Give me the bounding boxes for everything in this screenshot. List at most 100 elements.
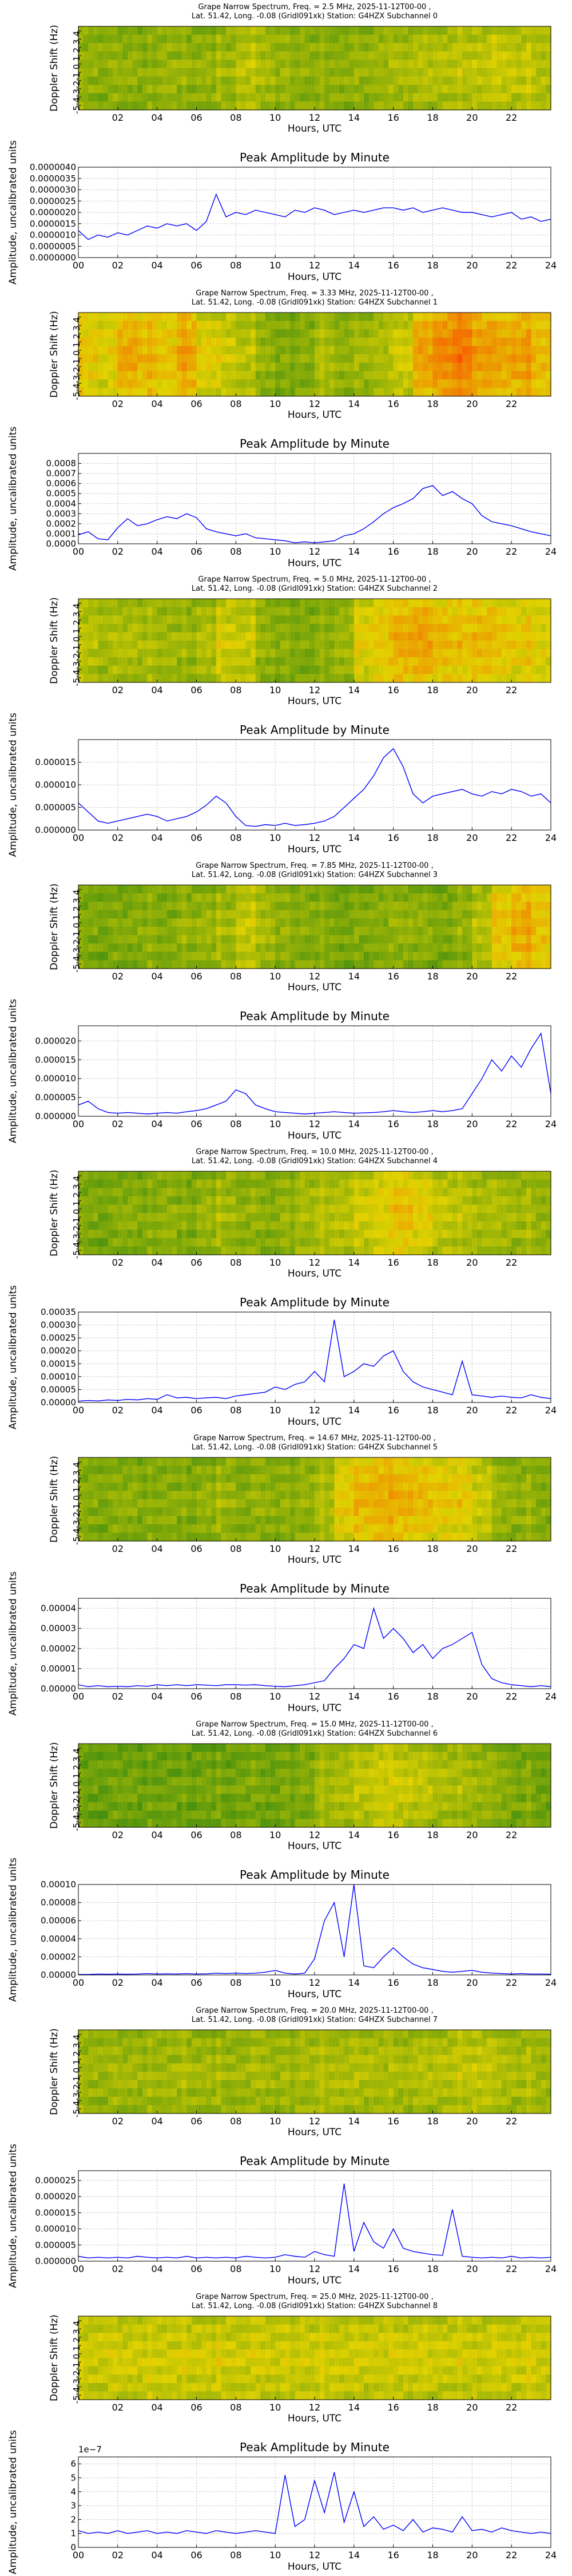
hour-tick-label: 06 (190, 1119, 202, 1129)
hour-tick-label: 10 (269, 971, 281, 982)
hour-tick-label: 02 (112, 546, 124, 557)
spectrogram-panel-1: Grape Narrow Spectrum, Freq. = 3.33 MHz,… (49, 289, 551, 421)
doppler-tick-label: 0 (72, 637, 82, 642)
amplitude-y-label: Amplitude, uncalibrated units (7, 999, 19, 1143)
spectrogram-title: Grape Narrow Spectrum, Freq. = 5.0 MHz, … (198, 575, 431, 584)
hour-tick-label: 20 (466, 260, 478, 271)
amplitude-title: Peak Amplitude by Minute (240, 437, 390, 451)
amplitude-y-tick-label: 0.0000005 (30, 241, 76, 251)
doppler-tick-label: -1 (72, 931, 82, 939)
hour-tick-label: 06 (190, 685, 202, 696)
hour-tick-label: 10 (269, 112, 281, 123)
amplitude-panel-2: Peak Amplitude by Minute0.0000000.000005… (7, 713, 557, 857)
hour-tick-label: 16 (387, 685, 399, 696)
hour-tick-label: 08 (230, 971, 241, 982)
hour-tick-label: 20 (466, 685, 478, 696)
hour-tick-label: 16 (387, 1119, 399, 1129)
hour-tick-label: 08 (230, 260, 241, 271)
hour-tick-label: 16 (387, 971, 399, 982)
spectrogram-x-label: Hours, UTC (288, 982, 341, 993)
doppler-tick-label: -3 (72, 375, 82, 384)
hour-tick-label: 02 (112, 685, 124, 696)
hour-tick-label: 06 (190, 832, 202, 843)
spectrogram-subtitle: Lat. 51.42, Long. -0.08 (Gridl091xk) Sta… (192, 298, 438, 307)
amplitude-y-tick-label: 0.0001 (46, 528, 77, 539)
spectrogram-texture (78, 26, 551, 110)
amplitude-y-label: Amplitude, uncalibrated units (7, 713, 19, 857)
doppler-tick-label: -2 (72, 367, 82, 376)
hour-tick-label: 12 (309, 685, 320, 696)
hour-tick-label: 10 (269, 832, 281, 843)
hour-tick-label: 10 (269, 398, 281, 409)
doppler-tick-label: -5 (72, 678, 82, 686)
doppler-tick-label: -1 (72, 72, 82, 81)
hour-tick-label: 20 (466, 546, 478, 557)
hour-tick-label: 18 (427, 546, 438, 557)
amplitude-y-tick-label: 0.0000010 (30, 230, 76, 240)
spectrogram-y-label: Doppler Shift (Hz) (49, 597, 60, 684)
hour-tick-label: 06 (190, 546, 202, 557)
spectrogram-subtitle: Lat. 51.42, Long. -0.08 (Gridl091xk) Sta… (192, 584, 438, 593)
spectrogram-panel-3: Grape Narrow Spectrum, Freq. = 7.85 MHz,… (49, 862, 551, 993)
hour-tick-label: 06 (190, 112, 202, 123)
hour-tick-label: 18 (427, 1119, 438, 1129)
hour-tick-label: 08 (230, 112, 241, 123)
doppler-tick-label: 1 (72, 914, 82, 920)
amplitude-y-tick-label: 0.0000040 (30, 162, 76, 172)
amplitude-y-tick-label: 0.0000020 (30, 207, 76, 218)
hour-tick-label: 14 (348, 832, 360, 843)
amplitude-frame (78, 1025, 551, 1117)
hour-tick-label: 00 (73, 546, 84, 557)
amplitude-y-tick-label: 0.000000 (35, 1111, 76, 1121)
doppler-tick-label: 0 (72, 923, 82, 929)
hour-tick-label: 18 (427, 685, 438, 696)
hour-tick-label: 20 (466, 971, 478, 982)
hour-tick-label: 16 (387, 832, 399, 843)
doppler-tick-label: -2 (72, 653, 82, 662)
amplitude-y-tick-label: 0.000015 (35, 1054, 76, 1065)
spectrogram-panel-0: Grape Narrow Spectrum, Freq. = 2.5 MHz, … (49, 3, 551, 135)
amplitude-y-tick-label: 0.000010 (35, 780, 76, 790)
hour-tick-label: 12 (309, 112, 320, 123)
hour-tick-label: 12 (309, 546, 320, 557)
hour-tick-label: 12 (309, 832, 320, 843)
doppler-tick-label: 2 (72, 620, 82, 626)
hour-tick-label: 08 (230, 1119, 241, 1129)
spectrogram-title: Grape Narrow Spectrum, Freq. = 3.33 MHz,… (196, 289, 433, 298)
hour-tick-label: 22 (506, 832, 517, 843)
spectrogram-title: Grape Narrow Spectrum, Freq. = 7.85 MHz,… (196, 862, 433, 870)
amplitude-title: Peak Amplitude by Minute (240, 723, 390, 737)
amplitude-y-tick-label: 0.0000030 (30, 185, 76, 195)
doppler-tick-label: 3 (72, 39, 82, 45)
doppler-tick-label: 0 (72, 350, 82, 356)
amplitude-frame (78, 453, 551, 544)
hour-tick-label: 04 (151, 260, 162, 271)
hour-tick-label: 04 (151, 546, 162, 557)
doppler-tick-label: 2 (72, 906, 82, 912)
hour-tick-label: 08 (230, 832, 241, 843)
amplitude-series-line (78, 193, 551, 240)
hour-tick-label: 06 (190, 971, 202, 982)
hour-tick-label: 20 (466, 398, 478, 409)
doppler-tick-label: 2 (72, 48, 82, 53)
amplitude-y-label: Amplitude, uncalibrated units (7, 426, 19, 571)
amplitude-panel-3: Peak Amplitude by Minute0.0000000.000005… (7, 999, 557, 1143)
hour-tick-label: 18 (427, 398, 438, 409)
amplitude-y-tick-label: 0.000010 (35, 1073, 76, 1084)
spectrogram-texture (78, 313, 551, 396)
hour-tick-label: 22 (506, 398, 517, 409)
spectrogram-x-label: Hours, UTC (288, 123, 341, 135)
hour-tick-label: 08 (230, 546, 241, 557)
amplitude-y-tick-label: 0.0002 (46, 519, 77, 529)
hour-tick-label: 00 (73, 260, 84, 271)
amplitude-y-tick-label: 0.0007 (46, 468, 77, 479)
hour-tick-label: 08 (230, 398, 241, 409)
doppler-tick-label: 0 (72, 64, 82, 70)
amplitude-y-tick-label: 0.000015 (35, 757, 76, 768)
hour-tick-label: 02 (112, 112, 124, 123)
hour-tick-label: 06 (190, 260, 202, 271)
doppler-tick-label: 2 (72, 334, 82, 339)
hour-tick-label: 14 (348, 260, 360, 271)
doppler-tick-label: -4 (72, 956, 82, 965)
amplitude-y-tick-label: 0.0000035 (30, 173, 76, 184)
